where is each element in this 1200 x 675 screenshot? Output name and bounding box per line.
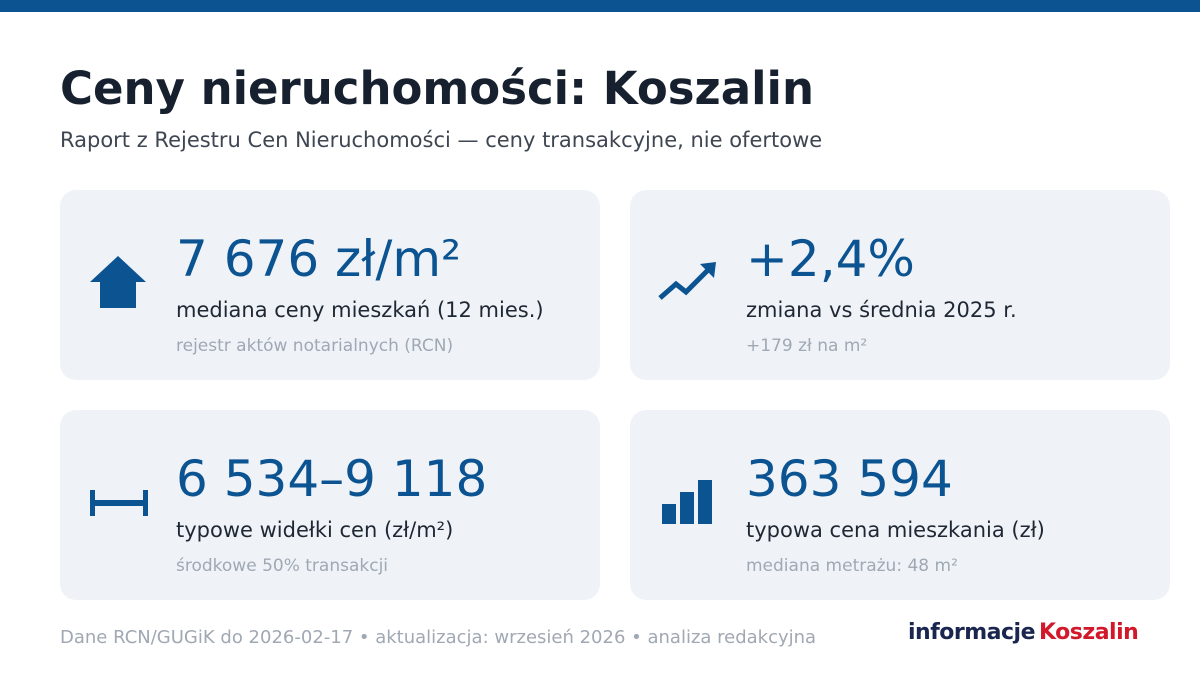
- icon-trend: [658, 262, 716, 300]
- footer-text: Dane RCN/GUGiK do 2026-02-17 • aktualiza…: [60, 627, 817, 648]
- stat-label: typowa cena mieszkania (zł): [746, 518, 1045, 542]
- stat-label: typowe widełki cen (zł/m²): [176, 518, 454, 542]
- stat-note: +179 zł na m²: [746, 336, 868, 356]
- logo: informacje Koszalin: [908, 620, 1139, 645]
- stat-card: 6 534–9 118 typowe widełki cen (zł/m²) ś…: [60, 410, 600, 600]
- stat-card: 7 676 zł/m² mediana ceny mieszkań (12 mi…: [60, 190, 600, 380]
- icon-bars: [662, 480, 712, 524]
- stat-value: 6 534–9 118: [176, 450, 488, 508]
- stat-note: środkowe 50% transakcji: [176, 556, 389, 576]
- top-bar: [0, 0, 1200, 12]
- stat-value: +2,4%: [746, 230, 915, 288]
- stat-card: +2,4% zmiana vs średnia 2025 r. +179 zł …: [630, 190, 1170, 380]
- stat-value: 363 594: [746, 450, 953, 508]
- stat-label: zmiana vs średnia 2025 r.: [746, 298, 1017, 322]
- subtitle: Raport z Rejestru Cen Nieruchomości — ce…: [60, 128, 823, 152]
- icon-house: [90, 256, 146, 308]
- stat-note: rejestr aktów notarialnych (RCN): [176, 336, 454, 356]
- icon-range: [90, 490, 148, 516]
- stat-card: 363 594 typowa cena mieszkania (zł) medi…: [630, 410, 1170, 600]
- title: Ceny nieruchomości: Koszalin: [60, 62, 814, 115]
- logo-right: Koszalin: [1039, 620, 1139, 645]
- stat-value: 7 676 zł/m²: [176, 230, 462, 288]
- logo-left: informacje: [908, 620, 1036, 645]
- stat-note: mediana metrażu: 48 m²: [746, 556, 958, 576]
- stat-label: mediana ceny mieszkań (12 mies.): [176, 298, 544, 322]
